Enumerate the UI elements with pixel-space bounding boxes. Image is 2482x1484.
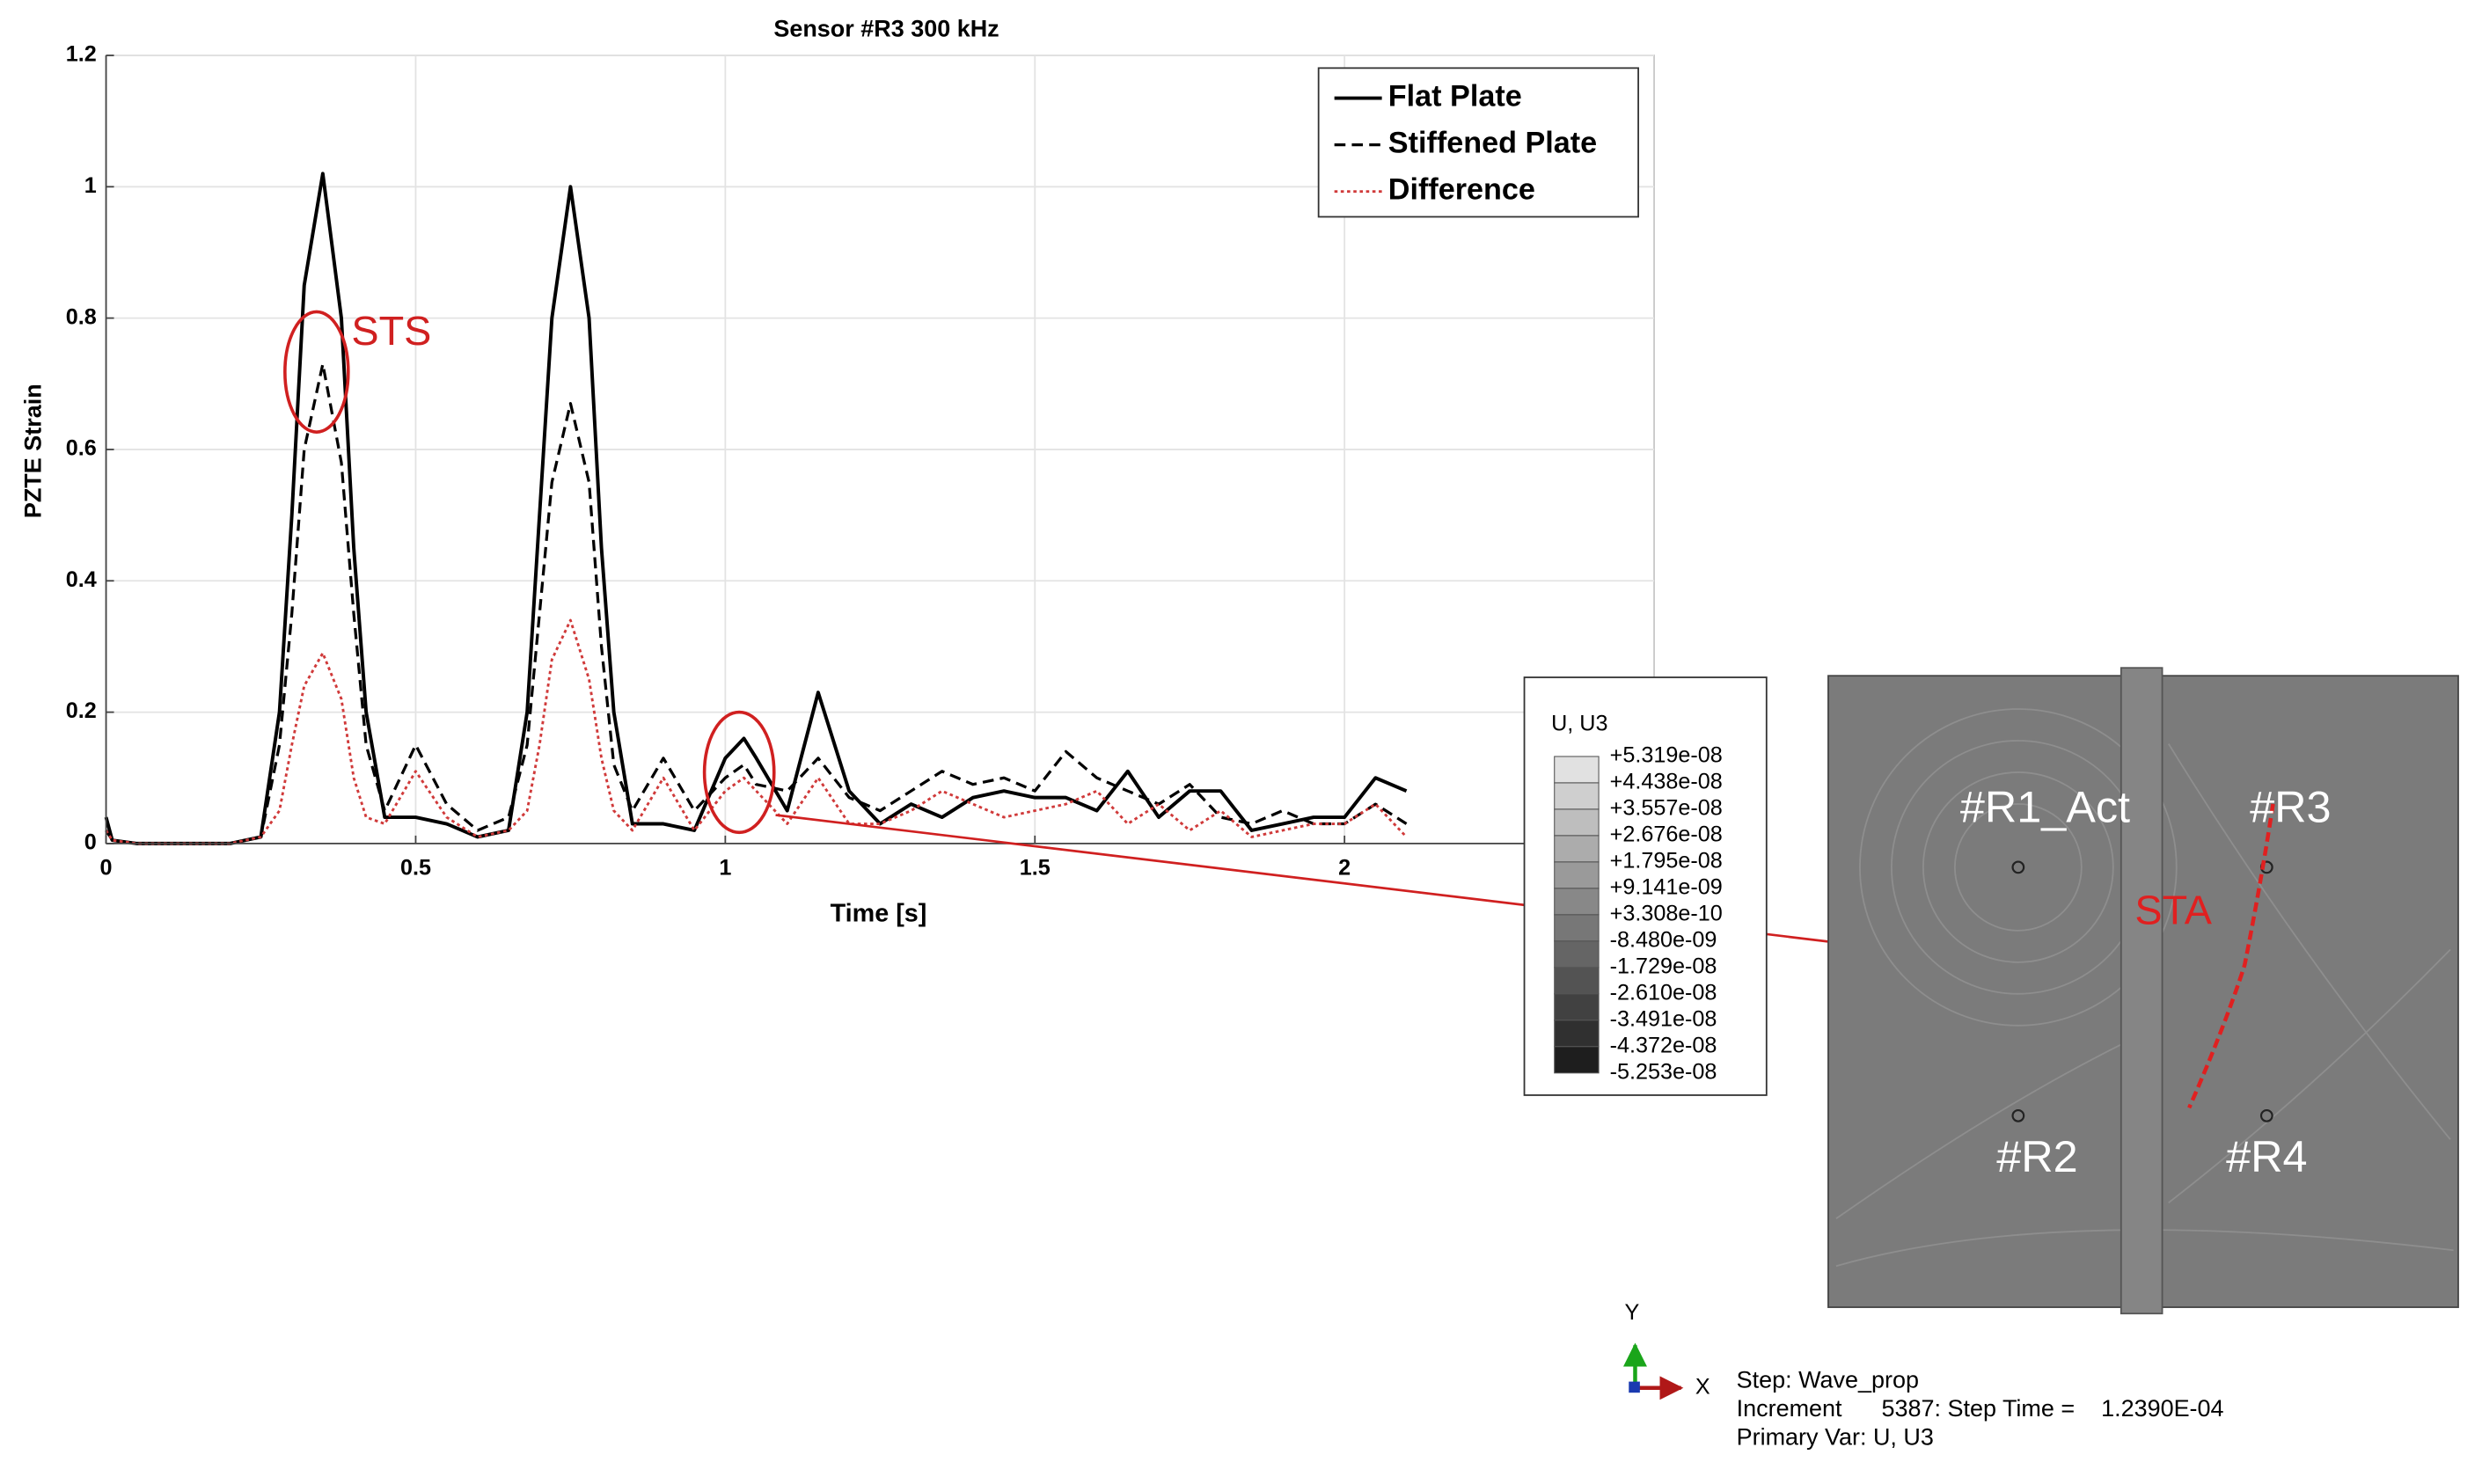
series-line <box>105 618 1408 845</box>
y-tick-label: 0.2 <box>66 698 97 723</box>
stiffener <box>2120 667 2164 1315</box>
y-tick-label: 1 <box>84 173 97 198</box>
sensor-r2 <box>2011 1108 2025 1122</box>
contour-value: -2.610e-08 <box>1610 980 1717 1005</box>
y-tick-label: 0.8 <box>66 304 97 329</box>
contour-band <box>1554 940 1600 969</box>
axis-triad: Y X <box>1622 1300 1710 1400</box>
y-tick-label: 1.2 <box>66 42 97 67</box>
series-line <box>104 172 1408 845</box>
contour-value: +9.141e-09 <box>1610 875 1723 900</box>
annotation-sts: STS <box>351 308 431 354</box>
sensor-label: #R3 <box>2250 781 2331 831</box>
legend-label: Difference <box>1388 173 1535 207</box>
sensor-label: #R2 <box>1996 1131 2077 1181</box>
contour-band <box>1554 756 1600 784</box>
y-tick-label: 0.4 <box>66 567 97 592</box>
sensor-label: #R1_Act <box>1960 781 2130 831</box>
contour-value: +3.557e-08 <box>1610 796 1723 821</box>
contour-value: +5.319e-08 <box>1610 743 1723 768</box>
contour-value: -8.480e-09 <box>1610 928 1717 953</box>
sensor-label: #R4 <box>2226 1131 2307 1181</box>
series-layer <box>104 172 1408 845</box>
contour-band <box>1554 993 1600 1021</box>
contour-value: +4.438e-08 <box>1610 770 1723 794</box>
contour-band <box>1554 861 1600 889</box>
highlight-ellipse <box>702 710 776 835</box>
x-tick-label: 2 <box>1338 855 1351 880</box>
axis-label-y: Y <box>1624 1300 1639 1325</box>
wave-pattern <box>1835 708 2454 1268</box>
sensor-r1 <box>2011 860 2025 874</box>
plate-view: #R1_Act #R3 #R2 #R4 STA <box>1827 667 2459 1315</box>
legend-label: Flat Plate <box>1388 80 1522 113</box>
contour-value: -4.372e-08 <box>1610 1033 1717 1057</box>
sts-ellipse <box>283 310 350 434</box>
contour-legend: U, U3 +5.319e-08+4.438e-08+3.557e-08+2.6… <box>1523 676 1768 1096</box>
contour-value: -5.253e-08 <box>1610 1059 1717 1084</box>
contour-band <box>1554 888 1600 916</box>
chart-title: Sensor #R3 300 kHz <box>773 15 999 41</box>
triad-origin <box>1629 1381 1640 1393</box>
contour-band <box>1554 967 1600 995</box>
x-tick-label: 0 <box>100 855 113 880</box>
status-line: Increment 5387: Step Time = 1.2390E-04 <box>1737 1395 2224 1422</box>
axis-label-x: X <box>1695 1374 1710 1399</box>
contour-value: -1.729e-08 <box>1610 954 1717 978</box>
contour-band <box>1554 914 1600 942</box>
contour-band <box>1554 808 1600 837</box>
legend: Flat Plate Stiffened Plate Difference <box>1317 67 1639 218</box>
y-axis-label: PZTE Strain <box>20 384 47 518</box>
contour-band <box>1554 835 1600 863</box>
contour-value: +1.795e-08 <box>1610 849 1723 874</box>
sta-path <box>2187 803 2275 1109</box>
contour-value: +3.308e-10 <box>1610 902 1723 926</box>
x-tick-label: 1 <box>719 855 731 880</box>
contour-band <box>1554 1046 1600 1074</box>
status-line: Primary Var: U, U3 <box>1737 1423 1934 1450</box>
x-axis-label: Time [s] <box>831 899 927 927</box>
y-tick-label: 0 <box>84 830 97 855</box>
x-tick-label: 0.5 <box>400 855 431 880</box>
legend-label: Stiffened Plate <box>1388 127 1597 160</box>
contour-band <box>1554 1020 1600 1048</box>
annotation-sta: STA <box>2134 887 2212 932</box>
contour-value: -3.491e-08 <box>1610 1006 1717 1031</box>
status-line: Step: Wave_prop <box>1737 1367 1919 1393</box>
x-tick-label: 1.5 <box>1020 855 1051 880</box>
series-line <box>105 362 1408 845</box>
legend-box <box>1317 67 1639 218</box>
contour-legend-title: U, U3 <box>1551 712 1607 736</box>
sensor-r4 <box>2259 1108 2273 1122</box>
contour-band <box>1554 782 1600 810</box>
contour-value: +2.676e-08 <box>1610 822 1723 847</box>
y-tick-label: 0.6 <box>66 436 97 461</box>
